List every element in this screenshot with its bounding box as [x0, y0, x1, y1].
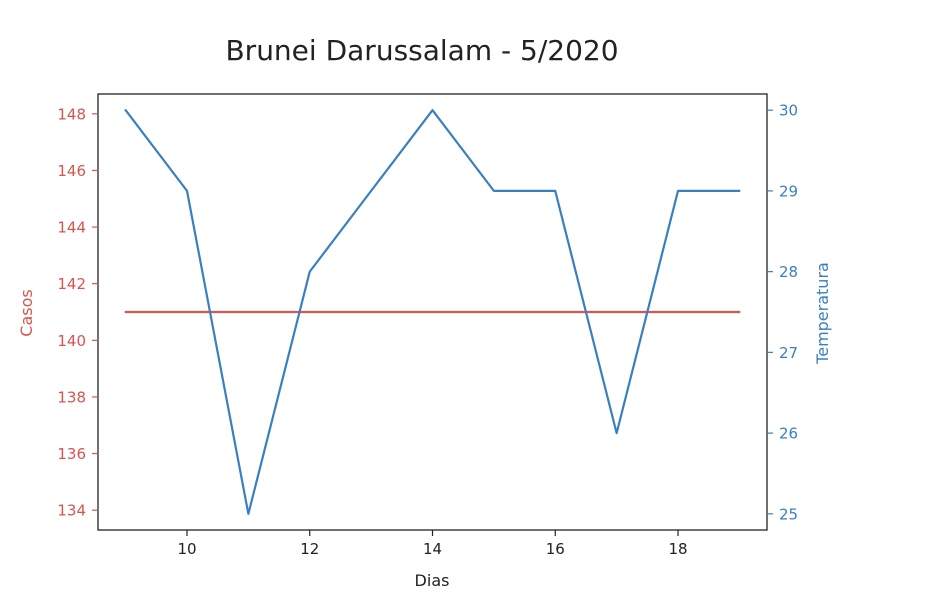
right-y-tick-label: 29	[779, 182, 798, 200]
left-y-tick-label: 140	[57, 332, 86, 350]
x-tick-label: 16	[546, 540, 565, 558]
x-tick-label: 14	[423, 540, 442, 558]
left-y-tick-label: 142	[57, 275, 86, 293]
x-tick-label: 10	[177, 540, 196, 558]
left-y-tick-label: 134	[57, 502, 86, 520]
left-axis-label: Casos	[17, 289, 36, 336]
left-y-tick-label: 144	[57, 219, 86, 237]
left-y-tick-label: 136	[57, 445, 86, 463]
chart-title: Brunei Darussalam - 5/2020	[225, 34, 618, 67]
x-axis-label: Dias	[415, 571, 450, 590]
x-tick-label: 18	[668, 540, 687, 558]
right-axis-label: Temperatura	[813, 262, 832, 365]
right-y-tick-label: 27	[779, 344, 798, 362]
left-y-tick-label: 146	[57, 162, 86, 180]
left-y-tick-label: 138	[57, 388, 86, 406]
x-tick-label: 12	[300, 540, 319, 558]
series-line-temperatura	[124, 109, 741, 515]
left-y-tick-label: 148	[57, 105, 86, 123]
axes: 10 12 14 16 18 134 136 138 140 142 144 146 148 25 26 27…	[57, 93, 798, 558]
right-y-tick-label: 28	[779, 263, 798, 281]
right-y-tick-label: 26	[779, 425, 798, 443]
right-y-tick-label: 30	[779, 102, 798, 120]
right-y-tick-label: 25	[779, 505, 798, 523]
plot-area	[124, 109, 741, 515]
